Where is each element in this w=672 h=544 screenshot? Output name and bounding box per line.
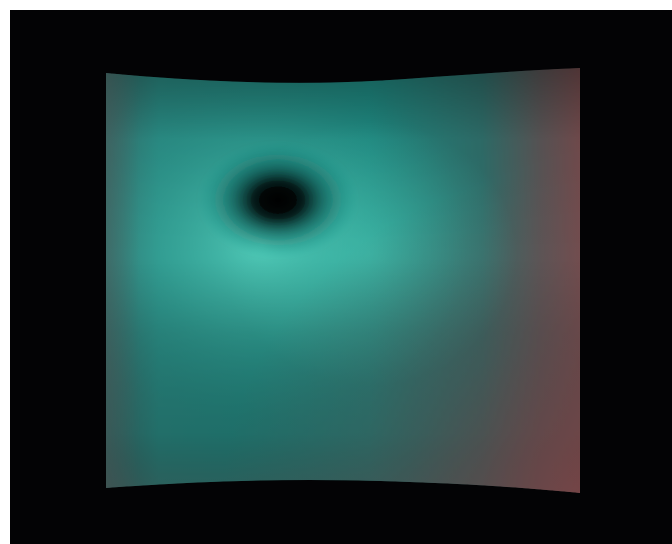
dark-dimple — [198, 142, 358, 258]
surface-sheet — [106, 68, 580, 493]
warped-surface-graphic — [106, 68, 580, 493]
render-viewport — [10, 10, 672, 544]
